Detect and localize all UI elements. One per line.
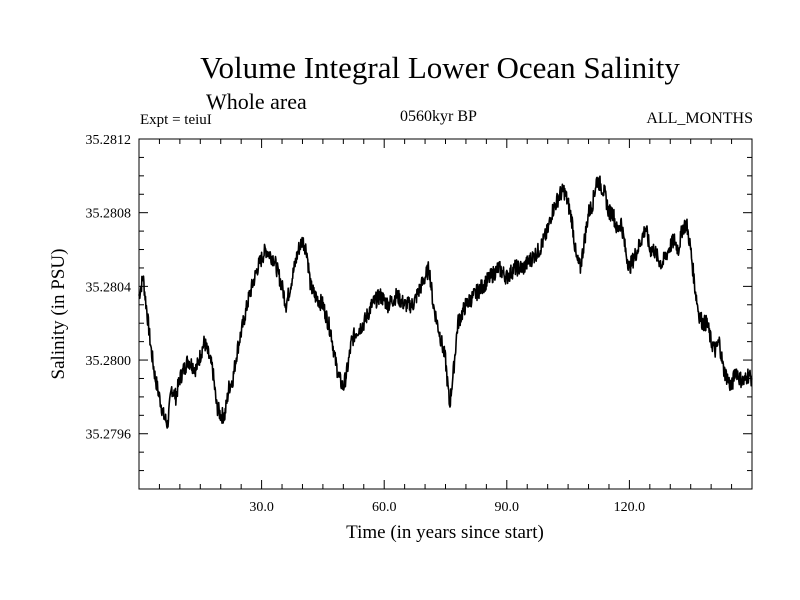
plot-frame xyxy=(138,138,753,490)
series-line-salinity xyxy=(138,175,753,429)
chart-subtitle: Whole area xyxy=(206,89,307,114)
y-axis-title: Salinity (in PSU) xyxy=(48,249,69,380)
y-tick-label: 35.2812 xyxy=(86,133,132,148)
x-tick-label: 120.0 xyxy=(614,500,646,515)
months-label: ALL_MONTHS xyxy=(646,110,753,127)
period-label: 0560kyr BP xyxy=(400,108,477,125)
y-tick-label: 35.2796 xyxy=(86,428,132,443)
y-tick-label: 35.2808 xyxy=(86,207,132,222)
x-tick-label: 30.0 xyxy=(249,500,274,515)
x-tick-label: 60.0 xyxy=(372,500,397,515)
y-tick-label: 35.2804 xyxy=(86,280,132,295)
x-tick-label: 90.0 xyxy=(495,500,520,515)
x-axis-title: Time (in years since start) xyxy=(346,522,544,543)
experiment-label: Expt = teiuI xyxy=(140,112,212,128)
y-axis-ticks: 35.2796 35.2800 35.2804 35.2808 35.2812 xyxy=(86,133,752,490)
chart-title: Volume Integral Lower Ocean Salinity xyxy=(200,50,680,85)
y-tick-label: 35.2800 xyxy=(86,354,132,369)
x-axis-ticks: 30.0 60.0 90.0 120.0 xyxy=(158,139,733,515)
